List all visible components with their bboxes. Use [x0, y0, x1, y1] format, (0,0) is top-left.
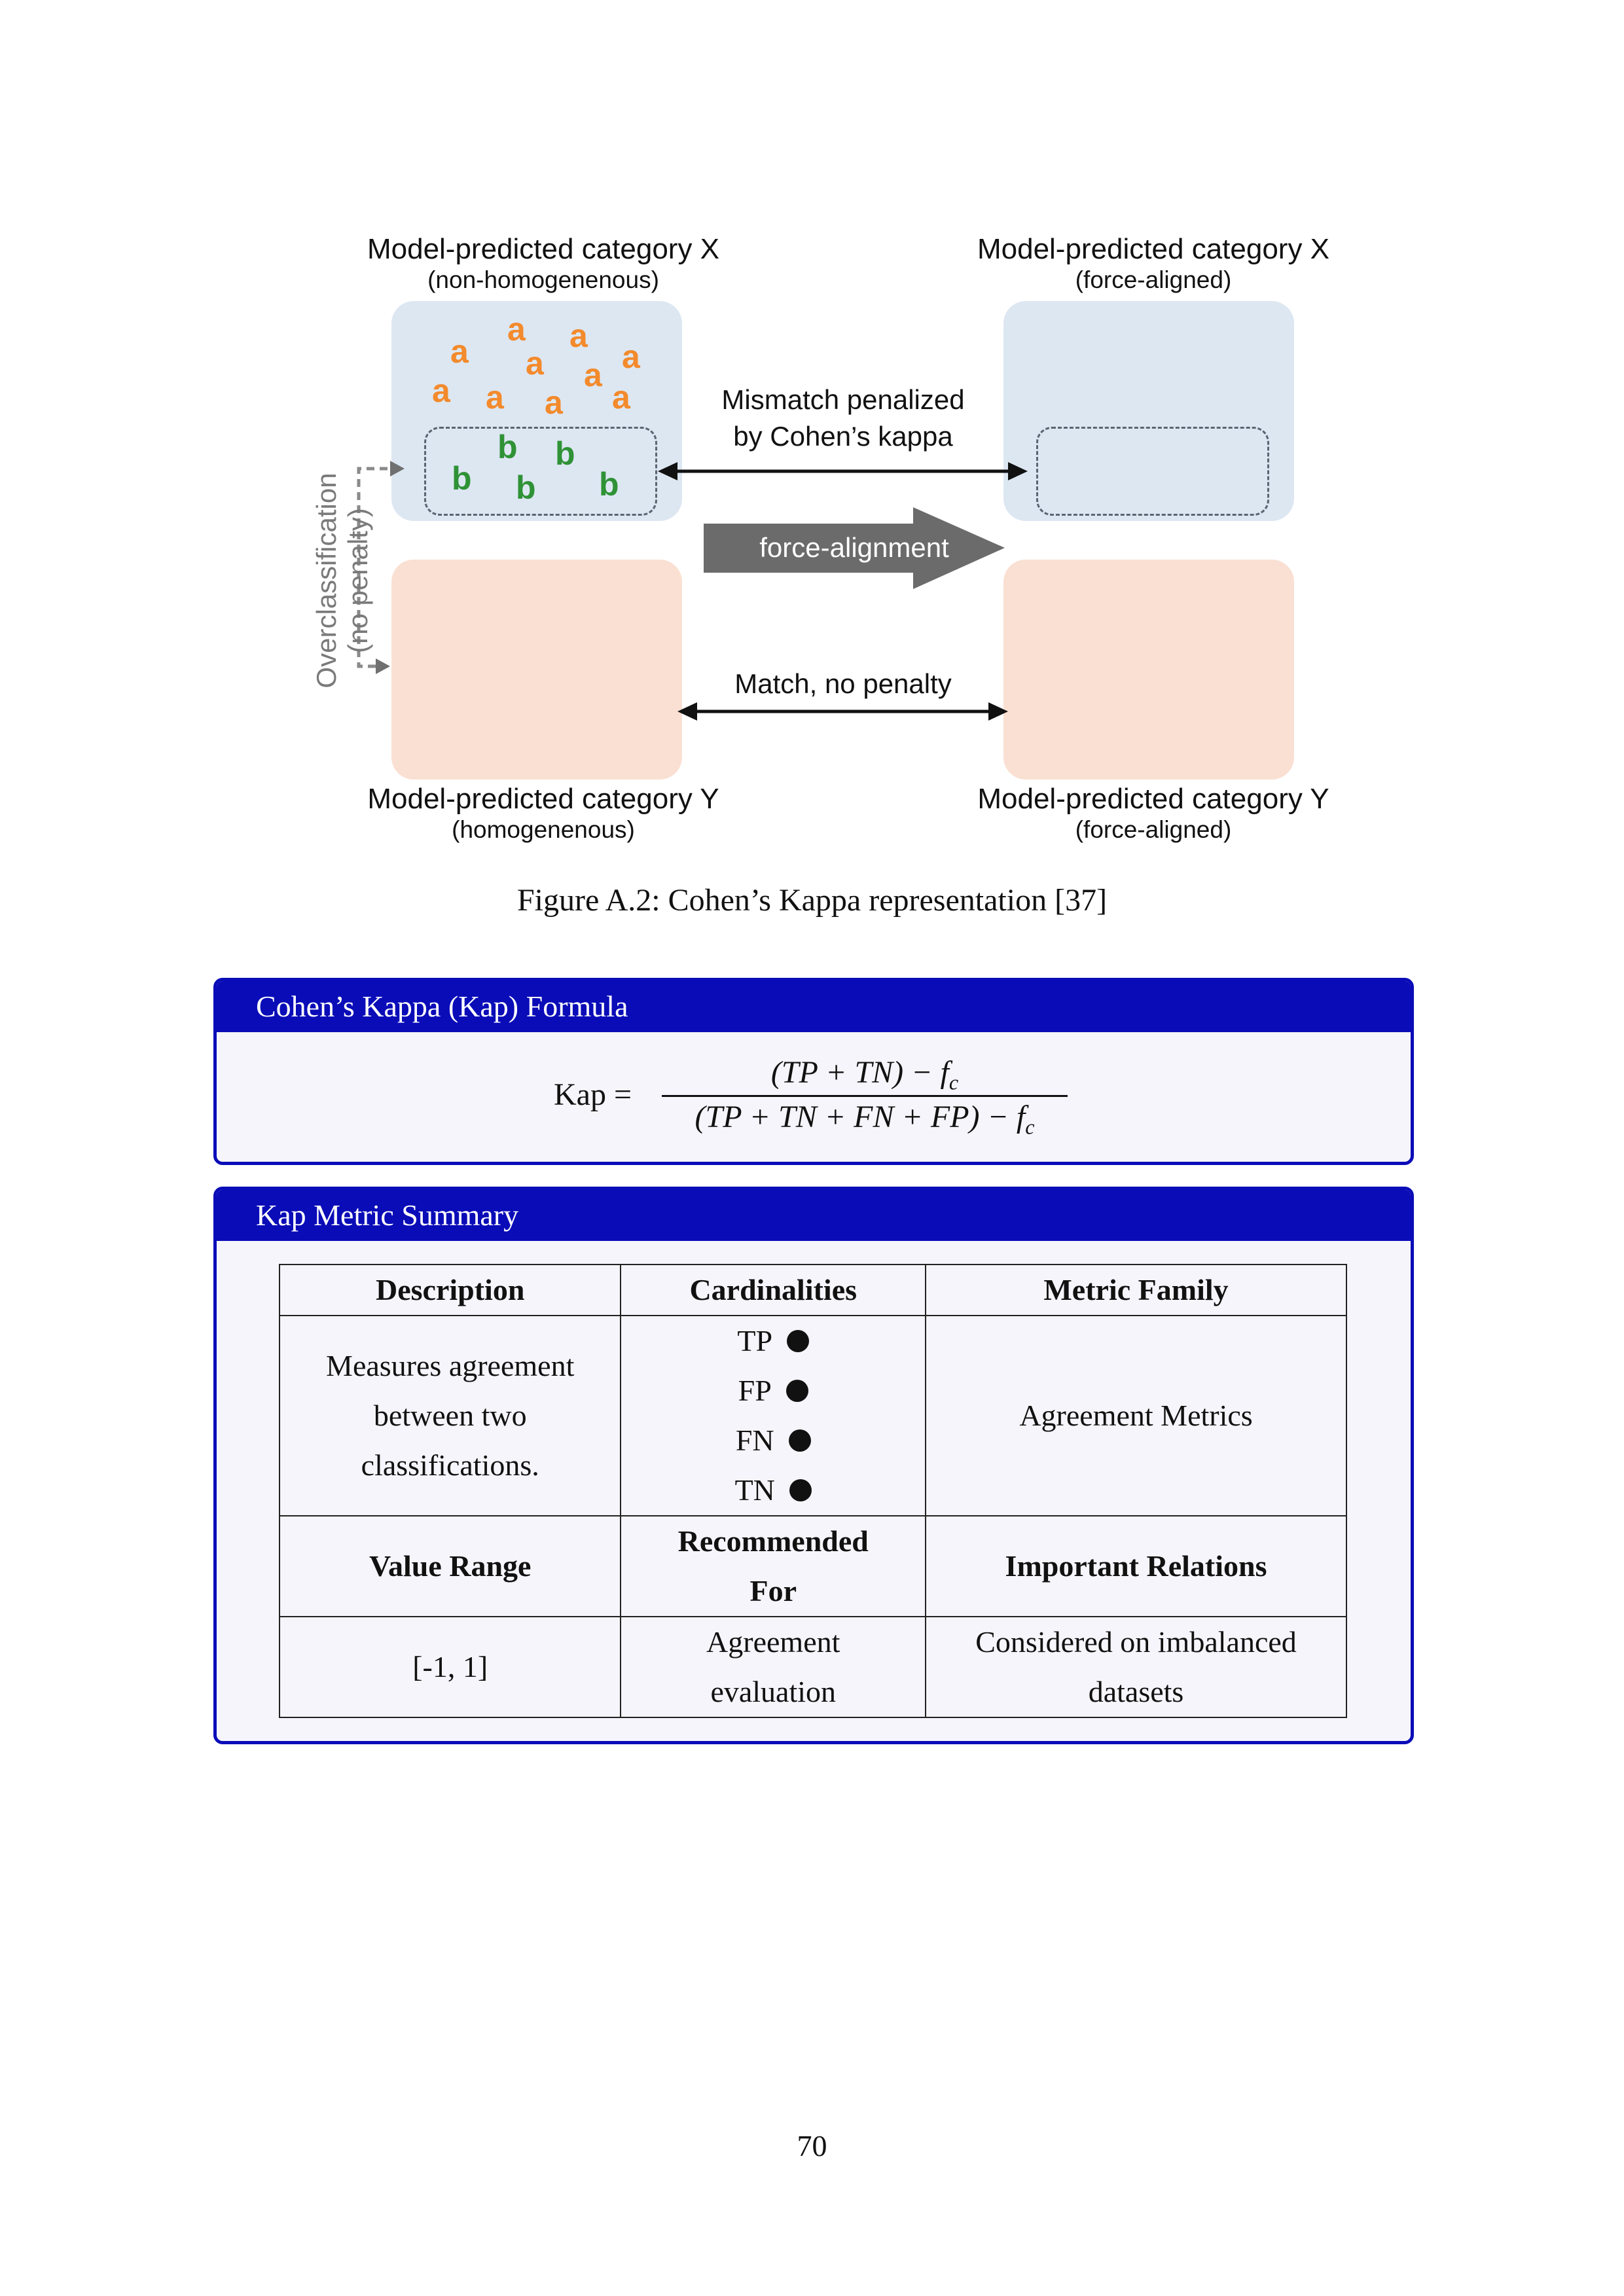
right-top-subtitle: (force-aligned)	[1075, 266, 1232, 293]
cardinality-fn: FN	[632, 1416, 914, 1465]
value-range-cell: [-1, 1]	[278, 1616, 622, 1718]
formula-fraction-bar	[662, 1095, 1068, 1097]
letter-a: a	[569, 317, 588, 354]
left-top-title: Model-predicted category X	[367, 233, 720, 265]
relations-line: datasets	[1088, 1675, 1184, 1708]
table-row: [-1, 1] Agreement evaluation Considered …	[278, 1616, 1347, 1718]
relations-line: Considered on imbalanced	[975, 1625, 1297, 1659]
right-top-dashed-region	[1036, 427, 1269, 516]
letter-b: b	[555, 435, 575, 472]
match-arrow-left-head	[677, 702, 697, 721]
header-important-relations: Important Relations	[925, 1515, 1347, 1617]
bracket-bottom-head	[376, 658, 390, 674]
page-number: 70	[797, 2129, 827, 2162]
letter-b: b	[452, 460, 472, 497]
formula-panel-title: Cohen’s Kappa (Kap) Formula	[217, 981, 1411, 1032]
overclassification-label-line1: Overclassification	[311, 473, 342, 689]
header-metric-family: Metric Family	[925, 1264, 1347, 1316]
letter-a: a	[432, 372, 450, 409]
match-label: Match, no penalty	[734, 668, 952, 699]
formula-panel: Cohen’s Kappa (Kap) Formula Kap = (TP + …	[213, 978, 1414, 1165]
description-line: Measures agreement	[326, 1349, 575, 1382]
header-recommended-line2: For	[749, 1574, 797, 1607]
description-line: between two	[373, 1399, 527, 1432]
overclassification-bracket	[357, 467, 401, 668]
formula-numerator: (TP + TN) − fc	[770, 1055, 959, 1094]
mismatch-arrow-right-head	[1008, 462, 1028, 480]
header-cardinalities: Cardinalities	[620, 1264, 927, 1316]
summary-panel-title: Kap Metric Summary	[217, 1190, 1411, 1241]
formula-lhs: Kap =	[554, 1077, 632, 1112]
table-row: Description Cardinalities Metric Family	[278, 1264, 1347, 1316]
letter-a: a	[612, 379, 630, 416]
left-bottom-subtitle: (homogenenous)	[452, 816, 635, 843]
cardinalities-cell: TP FP FN TN	[620, 1315, 927, 1516]
overclassification-label-line2: (no penalty)	[342, 508, 373, 653]
letter-a: a	[545, 384, 563, 421]
letter-b: b	[497, 429, 518, 465]
letter-a: a	[622, 338, 640, 375]
recommended-cell: Agreement evaluation	[620, 1616, 927, 1718]
letter-a: a	[526, 345, 544, 382]
description-line: classifications.	[361, 1448, 539, 1482]
right-top-box	[1003, 301, 1294, 521]
recommended-line: evaluation	[710, 1675, 837, 1708]
mismatch-arrow-left-head	[658, 462, 677, 480]
filled-dot-icon	[788, 1429, 811, 1452]
left-top-subtitle: (non-homogenenous)	[427, 266, 659, 293]
metric-family-cell: Agreement Metrics	[925, 1315, 1347, 1516]
mismatch-label-line1: Mismatch penalized	[721, 384, 965, 415]
table-row: Value Range Recommended For Important Re…	[278, 1515, 1347, 1617]
overclassification-label: Overclassification (no penalty)	[311, 410, 383, 751]
letter-b: b	[516, 469, 536, 506]
letter-a: a	[584, 357, 602, 393]
recommended-line: Agreement	[706, 1625, 840, 1659]
left-top-box	[391, 301, 682, 521]
left-top-dashed-region	[424, 427, 657, 516]
match-arrow-right-head	[988, 702, 1008, 721]
filled-dot-icon	[785, 1380, 808, 1402]
description-cell: Measures agreement between two classific…	[278, 1315, 622, 1516]
header-recommended-for: Recommended For	[620, 1515, 927, 1617]
cardinality-tn: TN	[632, 1465, 914, 1515]
letter-a: a	[486, 379, 504, 416]
left-bottom-title: Model-predicted category Y	[367, 783, 719, 815]
filled-dot-icon	[787, 1330, 810, 1352]
letter-a: a	[507, 311, 526, 348]
left-bottom-box	[391, 560, 682, 780]
cardinality-tp: TP	[632, 1316, 914, 1366]
cardinality-fp: FP	[632, 1366, 914, 1416]
header-description: Description	[278, 1264, 622, 1316]
filled-dot-icon	[789, 1479, 812, 1501]
relations-cell: Considered on imbalanced datasets	[925, 1616, 1347, 1718]
formula-denominator: (TP + TN + FN + FP) − fc	[695, 1100, 1035, 1139]
figure-arrows	[357, 461, 1028, 721]
summary-table: Description Cardinalities Metric Family …	[278, 1264, 1347, 1718]
letter-b: b	[599, 466, 619, 503]
right-bottom-subtitle: (force-aligned)	[1075, 816, 1232, 843]
header-value-range: Value Range	[278, 1515, 622, 1617]
mismatch-label-line2: by Cohen’s kappa	[733, 421, 953, 452]
letter-a: a	[450, 333, 469, 370]
table-row: Measures agreement between two classific…	[278, 1315, 1347, 1516]
summary-panel: Kap Metric Summary Description Cardinali…	[213, 1187, 1414, 1744]
force-alignment-arrow	[704, 507, 1005, 589]
force-alignment-label: force-alignment	[759, 532, 949, 563]
bracket-top-head	[390, 461, 405, 476]
right-top-title: Model-predicted category X	[977, 233, 1330, 265]
figure-caption: Figure A.2: Cohen’s Kappa representation…	[516, 883, 1108, 918]
right-bottom-title: Model-predicted category Y	[977, 783, 1329, 815]
right-bottom-box	[1003, 560, 1294, 780]
header-recommended-line1: Recommended	[677, 1524, 869, 1558]
